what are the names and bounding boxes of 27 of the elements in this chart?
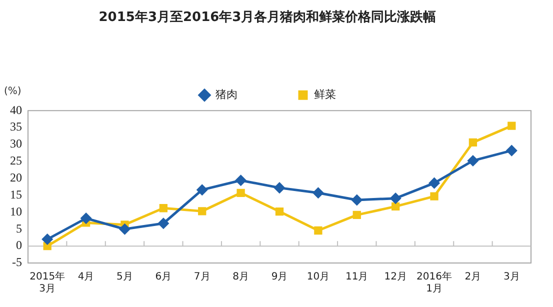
y-tick-label: 30 [10, 136, 22, 151]
legend-label: 猪肉 [216, 88, 238, 101]
chart-title: 2015年3月至2016年3月各月猪肉和鲜菜价格同比涨跌幅 [98, 9, 436, 26]
x-tick-label: 12月 [384, 272, 407, 283]
x-tick-label: 7月 [194, 272, 210, 283]
x-tick-label: 5月 [116, 272, 133, 283]
y-tick-label: 5 [16, 221, 22, 236]
x-tick-label: 4月 [78, 272, 94, 283]
y-tick-label: 15 [10, 187, 22, 202]
x-tick-label: 6月 [155, 272, 172, 283]
legend-label: 鲜菜 [314, 88, 336, 101]
y-axis-title: (%) [4, 86, 22, 98]
y-tick-label: 35 [10, 120, 22, 134]
y-tick-label: 40 [10, 102, 22, 117]
y-tick-label: 0 [16, 238, 22, 252]
y-tick-label: 10 [10, 204, 22, 218]
x-tick-label: 10月 [306, 272, 330, 283]
x-tick-label: 2月 [464, 272, 482, 283]
x-tick-label: 3月 [503, 272, 520, 283]
y-tick-label: 25 [10, 154, 22, 168]
x-tick-label: 11月 [346, 272, 368, 283]
x-tick-label: 2015年 3月 [30, 270, 66, 295]
x-tick-label: 9月 [271, 272, 288, 283]
x-tick-label: 8月 [232, 272, 249, 283]
y-tick-label: 20 [10, 170, 22, 184]
x-tick-label: 2016年 1月 [416, 270, 452, 295]
y-tick-label: -5 [12, 255, 22, 270]
